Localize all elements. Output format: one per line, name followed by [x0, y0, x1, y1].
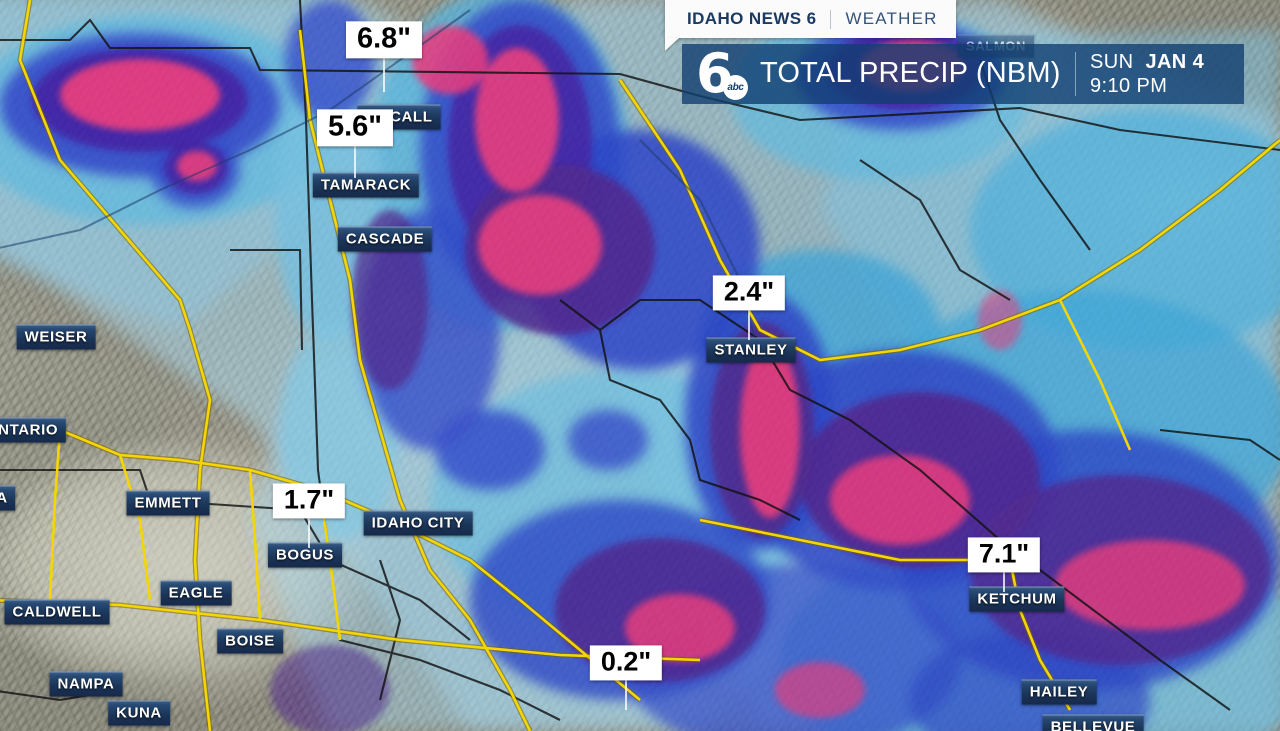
city-label: EAGLE	[160, 580, 232, 606]
city-label: KUNA	[108, 700, 170, 726]
banner-divider	[1075, 52, 1076, 96]
reading-leader-line	[354, 146, 356, 178]
city-label: BOGUS	[267, 542, 343, 568]
reading-leader-line	[1003, 572, 1005, 592]
city-label: HAILEY	[1021, 679, 1097, 705]
logo-abc-badge: abc	[723, 75, 748, 100]
city-label: STANLEY	[706, 337, 796, 363]
river-lines	[0, 9, 761, 361]
banner-title: TOTAL PRECIP (NBM)	[760, 56, 1061, 89]
section-label: WEATHER	[845, 9, 938, 28]
station-name: IDAHO NEWS 6	[687, 9, 817, 28]
abc6-logo: 6 abc	[682, 44, 760, 104]
precip-value-callout: 0.2"	[589, 645, 663, 681]
city-label: ONTARIO	[0, 417, 67, 443]
precip-value-callout: 7.1"	[967, 537, 1041, 573]
reading-leader-line	[625, 680, 627, 710]
precip-value-callout: 5.6"	[316, 109, 394, 147]
precip-value-callout: 6.8"	[345, 21, 423, 59]
flag-divider	[830, 9, 832, 29]
precip-value-callout: 2.4"	[712, 275, 786, 311]
city-label: A	[0, 485, 16, 511]
banner-datetime: SUN JAN 4 9:10 PM	[1090, 51, 1244, 98]
precip-value-callout: 1.7"	[272, 483, 346, 519]
reading-leader-line	[748, 310, 750, 340]
flag-tail-decoration	[665, 38, 679, 51]
graphic-title-banner: 6 abc TOTAL PRECIP (NBM) SUN JAN 4 9:10 P…	[682, 44, 1244, 104]
city-label: BOISE	[217, 628, 283, 654]
banner-time: 9:10 PM	[1090, 74, 1168, 97]
reading-leader-line	[383, 57, 385, 92]
banner-date-row: SUN JAN 4	[1090, 51, 1232, 74]
city-label: CALDWELL	[4, 599, 110, 625]
banner-day: SUN	[1090, 50, 1134, 73]
city-label: CASCADE	[337, 226, 433, 252]
station-identity-flag: IDAHO NEWS 6 WEATHER	[665, 0, 956, 38]
reading-leader-line	[308, 518, 310, 548]
city-label: KETCHUM	[969, 586, 1065, 612]
city-label: IDAHO CITY	[363, 510, 473, 536]
banner-date: JAN 4	[1145, 50, 1205, 73]
city-label: EMMETT	[126, 490, 210, 516]
city-label: TAMARACK	[312, 172, 420, 198]
city-label: NAMPA	[49, 671, 123, 697]
city-label: BELLEVUE	[1042, 714, 1144, 731]
city-label: WEISER	[16, 324, 96, 350]
